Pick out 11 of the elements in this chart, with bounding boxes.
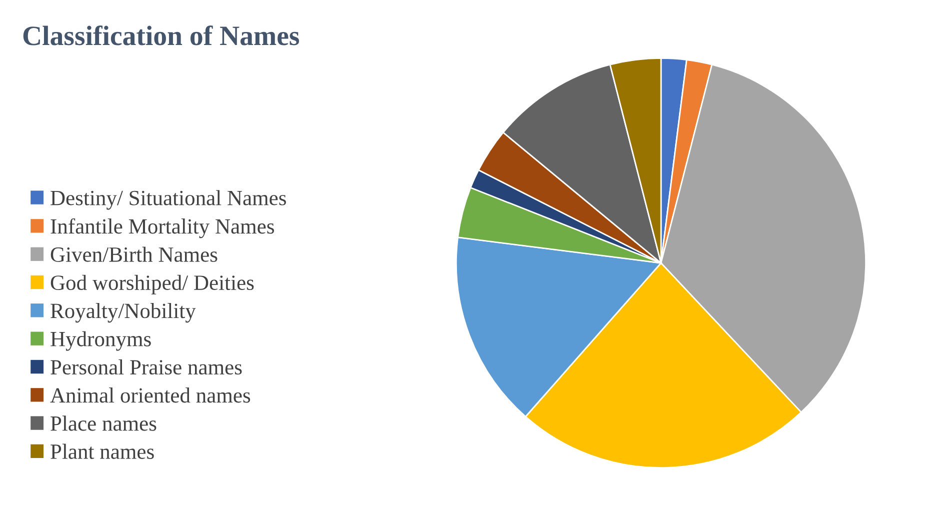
chart-title: Classification of Names <box>23 25 300 46</box>
legend-label: Place names <box>50 416 156 431</box>
legend-label: Plant names <box>50 444 154 459</box>
legend-label: Personal Praise names <box>50 359 242 375</box>
legend-label: Infantile Mortality Names <box>50 218 274 238</box>
legend-label: Royalty/Nobility <box>50 303 196 323</box>
legend-label: Animal oriented names <box>50 388 250 403</box>
legend-label: Given/Birth Names <box>50 246 218 262</box>
legend-label: Destiny/ Situational Names <box>50 190 286 210</box>
legend-label: God worshiped/ Deities <box>50 274 254 294</box>
legend-label: Hydronyms <box>50 331 151 351</box>
